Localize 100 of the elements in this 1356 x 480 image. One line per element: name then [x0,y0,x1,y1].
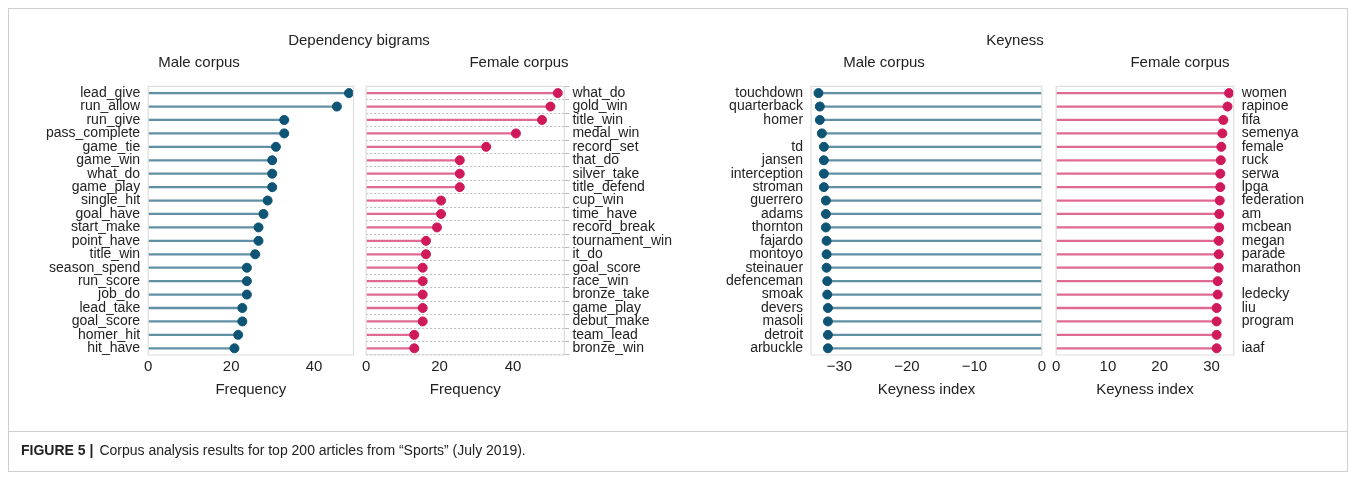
x-tick-label: 0 [362,357,371,375]
point [417,303,428,313]
point [1211,316,1222,327]
point [820,222,831,233]
y-tick-label: rapinoe [1241,97,1289,114]
y-tick-label: record_break [572,218,656,235]
x-tick-label: 40 [305,357,323,375]
y-tick-label: hit_have [87,339,141,356]
x-tick-label: 0 [1052,357,1061,375]
point [1213,235,1224,246]
point [421,249,431,260]
point [233,329,244,340]
point [258,208,269,219]
x-tick-label: 20 [1151,357,1169,375]
x-tick-label: 30 [1203,357,1220,375]
point [1211,329,1222,340]
point [229,343,240,354]
y-tick-label: defenceman [725,271,804,288]
point [454,182,465,193]
x-tick-label: 0 [1037,357,1046,375]
chart-title: Keyness [985,31,1045,50]
y-tick-label: lead_give [80,83,141,100]
y-tick-label: iaaf [1241,339,1265,356]
point [1212,289,1223,300]
point [1211,343,1222,354]
point [454,155,465,166]
point [1214,208,1225,219]
point [250,249,261,260]
point [343,88,354,99]
y-tick-label: jansen [760,151,804,168]
point [820,195,831,206]
point [822,329,833,340]
point [1215,182,1226,193]
point [241,276,252,287]
point [253,222,264,233]
y-tick-label: what_do [571,83,626,100]
x-axis-title: Keyness index [877,380,976,398]
x-axis-title: Keyness index [1096,380,1195,398]
x-tick-label: 20 [222,357,240,375]
point [821,235,832,246]
point [436,195,447,206]
point [1213,262,1224,273]
y-tick-label: medal_win [572,124,640,141]
y-tick-label: team_lead [572,325,638,342]
y-tick-label: run_give [86,110,141,127]
point [262,195,273,206]
point [822,276,833,287]
point [818,141,829,152]
y-tick-label: point_have [71,231,141,248]
point [821,249,832,260]
point [454,168,465,179]
y-tick-label: program [1241,312,1294,329]
y-tick-label: am [1241,204,1262,221]
point [331,101,342,112]
point [1211,303,1222,313]
point [241,262,252,273]
point [1224,88,1234,99]
text: Corpus analysis results for top 200 articles from “Sports” (July 2019). [99,442,526,458]
point [816,128,827,139]
point [253,235,264,246]
y-tick-label: gold_win [572,97,628,114]
x-tick-label: 20 [431,357,448,375]
y-tick-label: title_win [89,245,141,262]
point [1214,195,1225,206]
point [814,101,825,112]
y-tick-label: women [1240,83,1287,100]
x-tick-label: −10 [961,357,988,375]
x-tick-label: 40 [504,357,522,375]
point [1214,222,1225,233]
point [417,262,428,273]
point [421,235,431,246]
point [417,289,428,300]
point [537,114,547,125]
point [432,222,443,233]
point [267,168,278,179]
y-tick-label: touchdown [735,83,804,100]
point [818,182,829,193]
y-tick-label: job_do [97,285,141,302]
y-tick-label: it_do [572,245,603,262]
point [822,289,833,300]
x-axis-title: Frequency [429,380,502,398]
point [820,208,831,219]
point [270,141,281,152]
point [1213,249,1224,260]
point [510,128,521,139]
x-tick-label: 0 [143,357,153,375]
chart-subtitle: Male corpus [157,53,241,72]
chart-subtitle: Female corpus [1129,53,1231,72]
point [552,88,563,99]
point [813,88,824,99]
point [1212,276,1223,287]
point [237,303,248,313]
point [822,316,833,327]
point [818,155,829,166]
point [1215,155,1226,166]
point [436,208,447,219]
chart-title: Dependency bigrams [287,31,431,50]
point [1216,141,1227,152]
point [1218,114,1229,125]
point [417,276,428,287]
